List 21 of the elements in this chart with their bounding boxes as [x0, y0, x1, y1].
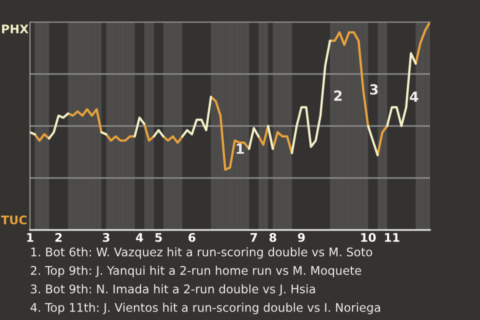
x-tick-label: 9 [298, 232, 305, 242]
annotation: 1 [236, 144, 244, 154]
text: 4. Top 11th: J. Vientos hit a run-scoring double vs I. Noriega [30, 302, 380, 314]
x-tick-label: 11 [385, 233, 400, 242]
text: TUC [1, 215, 27, 224]
text: 2. Top 9th: J. Yanqui hit a 2-run home run vs M. Moquete [30, 266, 362, 278]
x-tick-label: 1 [27, 233, 34, 242]
annotation: 4 [410, 92, 418, 102]
text: PHX [2, 24, 28, 34]
x-tick-label: 10 [361, 232, 376, 242]
text: 3. Bot 9th: N. Imada hit a 2-run double vs J. Hsia [30, 284, 315, 296]
text: 1. Bot 6th: W. Vazquez hit a run-scoring double vs M. Soto [31, 247, 372, 259]
annotation: 3 [370, 84, 378, 95]
x-tick-label: 5 [155, 233, 162, 242]
x-tick-label: 4 [136, 233, 144, 242]
x-tick-label: 6 [188, 232, 196, 242]
x-tick-label: 7 [250, 233, 257, 242]
x-tick-label: 3 [102, 232, 110, 242]
x-tick-label: 8 [269, 232, 276, 242]
annotation: 2 [334, 90, 342, 101]
x-tick-label: 2 [55, 232, 62, 242]
